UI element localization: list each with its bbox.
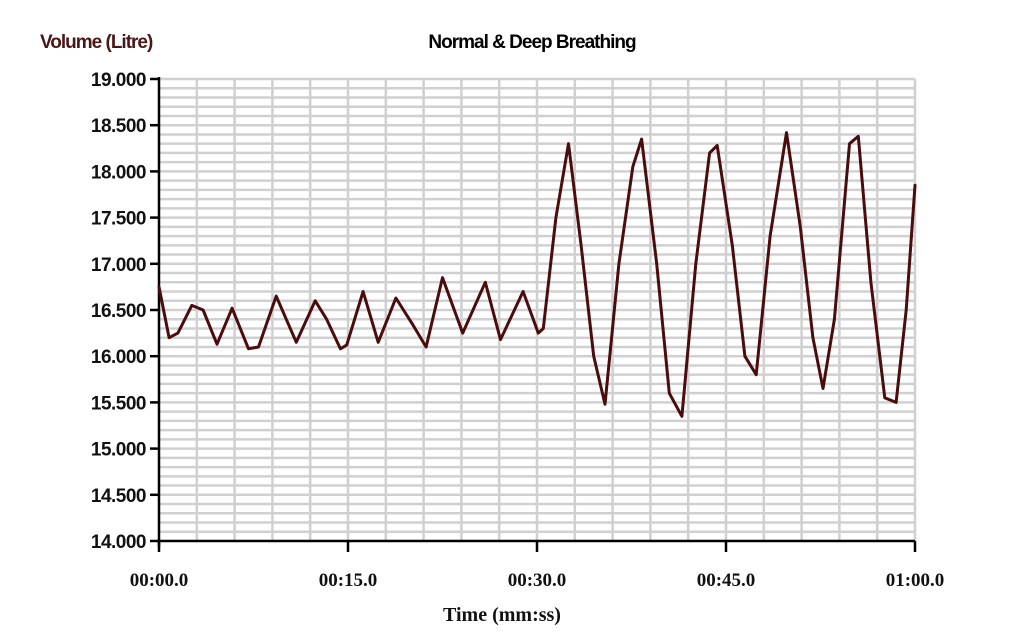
y-tick-label: 18.000 (91, 162, 146, 183)
y-tick-label: 17.000 (91, 255, 146, 276)
y-tick-label: 18.500 (91, 116, 146, 137)
x-tick-label: 00:45.0 (697, 570, 756, 591)
x-tick-label: 01:00.0 (886, 570, 945, 591)
y-tick-label: 16.000 (91, 347, 146, 368)
grid-lines (159, 77, 917, 541)
y-tick-label: 19.000 (91, 70, 146, 91)
y-tick-label: 14.500 (91, 486, 146, 507)
chart-title: Normal & Deep Breathing (428, 32, 636, 53)
y-tick-label: 14.000 (91, 532, 146, 553)
x-tick-label: 00:30.0 (508, 570, 567, 591)
y-tick-labels: 19.000 18.500 18.000 17.500 17.000 16.500 16.0… (91, 70, 147, 553)
axes (150, 77, 917, 552)
y-tick-label: 17.500 (91, 209, 146, 230)
x-tick-label: 00:15.0 (319, 570, 378, 591)
x-tick-label: 00:00.0 (130, 570, 189, 591)
y-tick-label: 15.500 (91, 393, 146, 414)
y-tick-label: 16.500 (91, 301, 146, 322)
y-tick-label: 15.000 (91, 440, 146, 461)
volume-series-line (157, 131, 917, 418)
x-tick-labels: 00:00.0 00:15.0 00:30.0 00:45.0 01:00.0 (130, 570, 945, 591)
x-axis-label: Time (mm:ss) (443, 604, 561, 626)
y-axis-label: Volume (Litre) (40, 32, 153, 53)
